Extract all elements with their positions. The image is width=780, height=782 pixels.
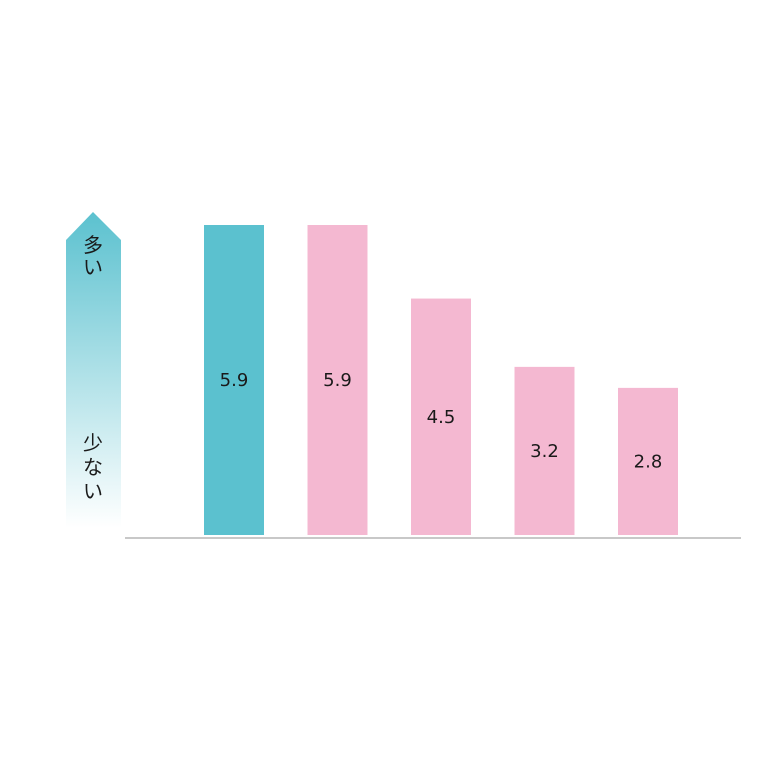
bar-value-label-3: 4.5: [427, 407, 456, 428]
bar-4: [514, 366, 575, 535]
bar-2: [307, 225, 368, 535]
bar-value-label-5: 2.8: [634, 451, 663, 472]
bar-1: [204, 225, 264, 535]
scale-arrow: 多い 少ない: [66, 212, 121, 528]
bar-5: [618, 387, 678, 535]
bar-value-label-1: 5.9: [220, 370, 249, 391]
scale-top-label: 多い: [83, 233, 103, 279]
bar-group: 5.9 5.9 4.5 3.2 2.8: [204, 225, 678, 535]
bar-3: [411, 298, 471, 535]
bar-value-label-4: 3.2: [530, 441, 559, 462]
scale-arrow-shape: [66, 212, 121, 528]
bar-value-label-2: 5.9: [323, 370, 352, 391]
scale-bottom-label: 少ない: [83, 431, 103, 503]
